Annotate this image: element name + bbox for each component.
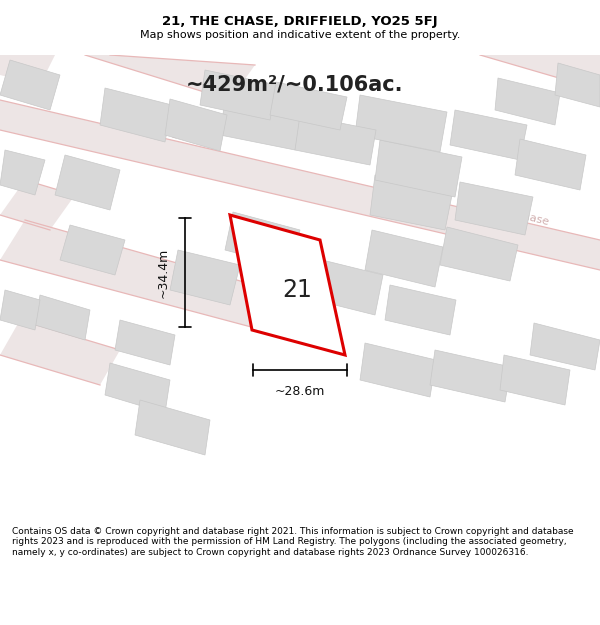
- Polygon shape: [0, 55, 55, 85]
- Text: Contains OS data © Crown copyright and database right 2021. This information is : Contains OS data © Crown copyright and d…: [12, 527, 574, 557]
- Polygon shape: [360, 343, 436, 397]
- Polygon shape: [200, 70, 277, 120]
- Polygon shape: [495, 78, 560, 125]
- Polygon shape: [85, 55, 255, 100]
- Polygon shape: [0, 150, 45, 195]
- Text: Map shows position and indicative extent of the property.: Map shows position and indicative extent…: [140, 29, 460, 39]
- Polygon shape: [230, 215, 345, 355]
- Polygon shape: [105, 363, 170, 413]
- Polygon shape: [440, 227, 518, 281]
- Polygon shape: [0, 60, 60, 110]
- Polygon shape: [220, 100, 302, 150]
- Text: ~28.6m: ~28.6m: [275, 385, 325, 398]
- Polygon shape: [480, 55, 600, 90]
- Polygon shape: [355, 95, 447, 152]
- Polygon shape: [0, 320, 120, 385]
- Polygon shape: [555, 63, 600, 107]
- Text: ~34.4m: ~34.4m: [157, 248, 170, 298]
- Polygon shape: [295, 255, 383, 315]
- Polygon shape: [165, 99, 227, 151]
- Text: The Chase: The Chase: [490, 203, 550, 227]
- Polygon shape: [0, 100, 600, 270]
- Polygon shape: [0, 180, 75, 230]
- Polygon shape: [115, 320, 175, 365]
- Polygon shape: [225, 212, 300, 267]
- Polygon shape: [270, 82, 347, 130]
- Polygon shape: [55, 155, 120, 210]
- Polygon shape: [375, 140, 462, 197]
- Polygon shape: [60, 225, 125, 275]
- Polygon shape: [530, 323, 600, 370]
- Text: 21: 21: [282, 278, 311, 302]
- Polygon shape: [430, 350, 511, 402]
- Polygon shape: [100, 88, 172, 142]
- Polygon shape: [370, 175, 453, 230]
- Text: 21, THE CHASE, DRIFFIELD, YO25 5FJ: 21, THE CHASE, DRIFFIELD, YO25 5FJ: [162, 16, 438, 28]
- Polygon shape: [455, 182, 533, 235]
- Text: The Chase: The Chase: [145, 123, 205, 147]
- Polygon shape: [365, 230, 443, 287]
- Polygon shape: [0, 290, 40, 330]
- Polygon shape: [500, 355, 570, 405]
- Polygon shape: [135, 400, 210, 455]
- Polygon shape: [450, 110, 527, 160]
- Polygon shape: [295, 115, 376, 165]
- Text: ~429m²/~0.106ac.: ~429m²/~0.106ac.: [186, 75, 404, 95]
- Polygon shape: [0, 220, 325, 340]
- Polygon shape: [385, 285, 456, 335]
- Polygon shape: [35, 295, 90, 340]
- Polygon shape: [515, 139, 586, 190]
- Polygon shape: [170, 250, 240, 305]
